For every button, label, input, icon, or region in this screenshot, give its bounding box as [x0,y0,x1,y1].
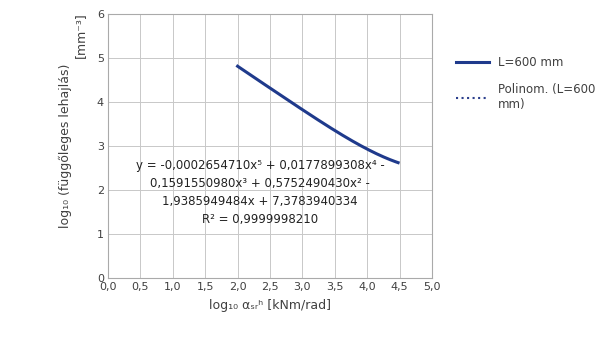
Text: [mm⁻³]: [mm⁻³] [74,12,87,58]
X-axis label: log₁₀ αₛᵣʰ [kNm/rad]: log₁₀ αₛᵣʰ [kNm/rad] [209,299,331,312]
L=600 mm [379,155,386,159]
L=600 mm [395,161,402,165]
Text: log₁₀ (függőleges lehajlás): log₁₀ (függőleges lehajlás) [59,64,73,228]
L=600 mm [329,127,337,132]
L=600 mm [235,64,242,68]
L=600 mm [369,150,376,154]
Legend: L=600 mm, Polinom. (L=600
mm): L=600 mm, Polinom. (L=600 mm) [451,51,600,116]
Line: L=600 mm: L=600 mm [238,66,398,163]
L=600 mm [329,127,336,131]
L=600 mm [332,129,340,133]
Text: y = -0,0002654710x⁵ + 0,0177899308x⁴ -
0,1591550980x³ + 0,5752490430x² -
1,93859: y = -0,0002654710x⁵ + 0,0177899308x⁴ - 0… [136,159,385,225]
L=600 mm [234,64,241,68]
